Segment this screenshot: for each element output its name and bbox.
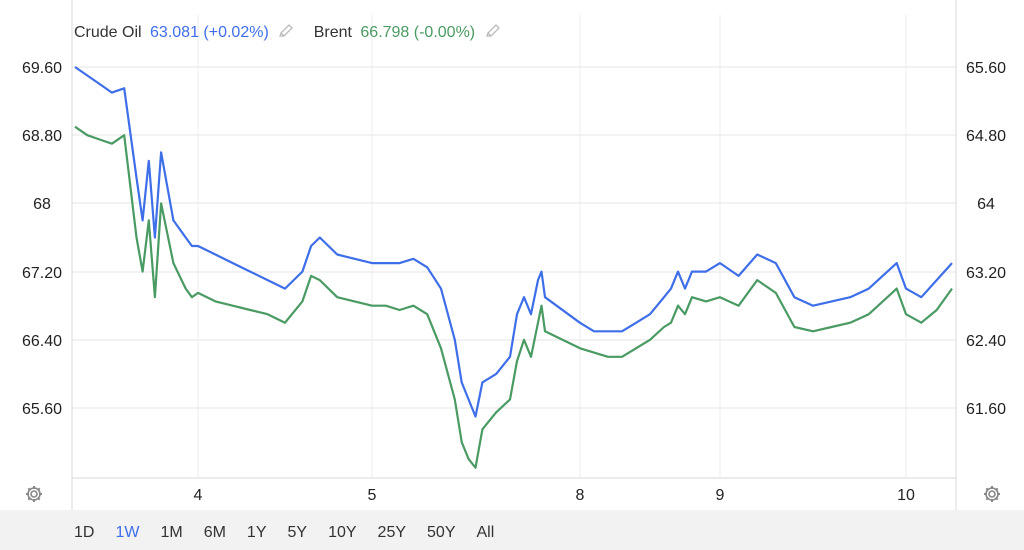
legend-series-value: 66.798 (-0.00%) [360, 24, 476, 41]
line-chart: 69.60 68.80 68 67.20 66.40 65.60 65.60 64.80 64… [22, 0, 1006, 510]
y-tick-label-left: 65.60 [22, 401, 62, 418]
range-button-1d[interactable]: 1D [74, 524, 95, 541]
chart-legend: Crude Oil 63.081 (+0.02%) Brent 66.798 (… [74, 23, 516, 42]
range-button-1y[interactable]: 1Y [246, 524, 267, 541]
range-button-all[interactable]: All [476, 524, 495, 541]
y-tick-label-right: 63.20 [966, 265, 1006, 282]
legend-series-name: Crude Oil [74, 24, 142, 41]
x-tick-label: 5 [368, 487, 377, 504]
y-tick-label-right: 61.60 [966, 401, 1006, 418]
legend-item-crude-oil[interactable]: Crude Oil 63.081 (+0.02%) [74, 23, 295, 42]
range-button-25y[interactable]: 25Y [377, 524, 407, 541]
series-lines [74, 66, 953, 469]
x-tick-label: 10 [897, 487, 915, 504]
legend-item-brent[interactable]: Brent 66.798 (-0.00%) [314, 23, 502, 42]
range-button-1w[interactable]: 1W [115, 524, 140, 541]
y-tick-label-left: 68 [33, 196, 51, 213]
x-axis-ticks: 4 5 8 9 10 [194, 487, 915, 504]
y-tick-label-left: 66.40 [22, 333, 62, 350]
legend-series-name: Brent [313, 24, 352, 41]
y-tick-label-right: 62.40 [966, 333, 1006, 350]
y-tick-label-left: 68.80 [22, 128, 62, 145]
left-axis-ticks: 69.60 68.80 68 67.20 66.40 65.60 [22, 60, 62, 418]
legend-series-value: 63.081 (+0.02%) [150, 24, 269, 41]
range-button-10y[interactable]: 10Y [328, 524, 357, 541]
range-selector-bar: 1D 1W 1M 6M 1Y 5Y 10Y 25Y 50Y All [0, 510, 1024, 550]
range-button-1m[interactable]: 1M [160, 524, 183, 541]
grid-lines [71, 0, 957, 510]
x-tick-label: 8 [576, 487, 585, 504]
right-axis-ticks: 65.60 64.80 64 63.20 62.40 61.60 [966, 60, 1006, 418]
gear-icon[interactable] [982, 484, 1002, 504]
y-tick-label-right: 64 [977, 196, 995, 213]
y-tick-label-left: 69.60 [22, 60, 62, 77]
series-line-crude-oil [74, 125, 953, 469]
x-tick-label: 4 [194, 487, 203, 504]
gear-icon[interactable] [24, 484, 44, 504]
x-tick-label: 9 [716, 487, 725, 504]
series-line-brent [74, 66, 953, 418]
pencil-icon[interactable] [277, 23, 295, 39]
range-buttons: 1D 1W 1M 6M 1Y 5Y 10Y 25Y 50Y All [74, 524, 515, 542]
range-button-5y[interactable]: 5Y [287, 524, 308, 541]
y-tick-label-right: 64.80 [966, 128, 1006, 145]
y-tick-label-left: 67.20 [22, 265, 62, 282]
pencil-icon[interactable] [484, 23, 502, 39]
range-button-6m[interactable]: 6M [203, 524, 226, 541]
y-tick-label-right: 65.60 [966, 60, 1006, 77]
range-button-50y[interactable]: 50Y [427, 524, 456, 541]
